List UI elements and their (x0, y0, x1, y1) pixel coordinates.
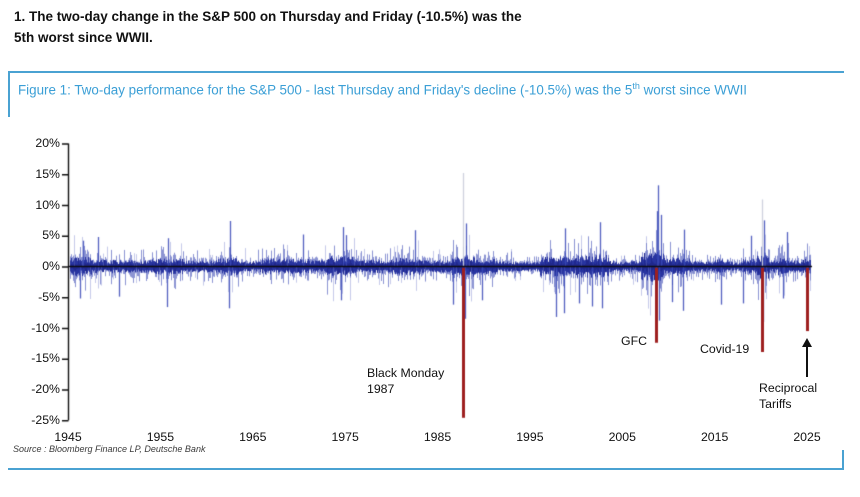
y-axis-tick-label: 15% (35, 166, 60, 181)
y-axis-tick-label: -5% (38, 289, 60, 304)
arrow-up-icon (802, 338, 812, 347)
y-axis-tick-label: 10% (35, 197, 60, 212)
x-axis-tick-label: 2005 (608, 430, 636, 444)
x-axis-tick-label: 1955 (146, 430, 175, 444)
x-axis-tick-label: 1985 (423, 430, 452, 444)
y-axis-tick-label: 20% (35, 136, 60, 150)
x-axis-tick-label: 2025 (793, 430, 821, 444)
y-axis-tick-label: -20% (31, 382, 60, 396)
y-axis-tick-label: 5% (42, 228, 60, 243)
y-axis-tick-label: -15% (31, 351, 60, 366)
y-axis-tick-label: -25% (31, 412, 60, 427)
reciprocal-tariffs-annotation: Reciprocal Tariffs (759, 381, 818, 411)
x-axis-tick-label: 1965 (239, 430, 267, 444)
y-axis-tick-label: 0% (42, 259, 60, 273)
gfc-annotation: GFC (621, 334, 647, 348)
x-axis-tick-label: 1975 (331, 430, 359, 444)
black-monday-annotation: Black Monday 1987 (367, 366, 445, 396)
x-axis-tick-label: 1945 (54, 430, 82, 444)
x-axis-tick-label: 1995 (516, 430, 544, 444)
x-axis-tick-label: 2015 (700, 430, 729, 444)
y-axis-tick-label: -10% (31, 320, 60, 335)
source-note: Source : Bloomberg Finance LP, Deutsche … (13, 444, 206, 454)
covid-19-annotation: Covid-19 (700, 342, 750, 356)
reciprocal-tariffs-arrow-shaft (806, 346, 808, 377)
